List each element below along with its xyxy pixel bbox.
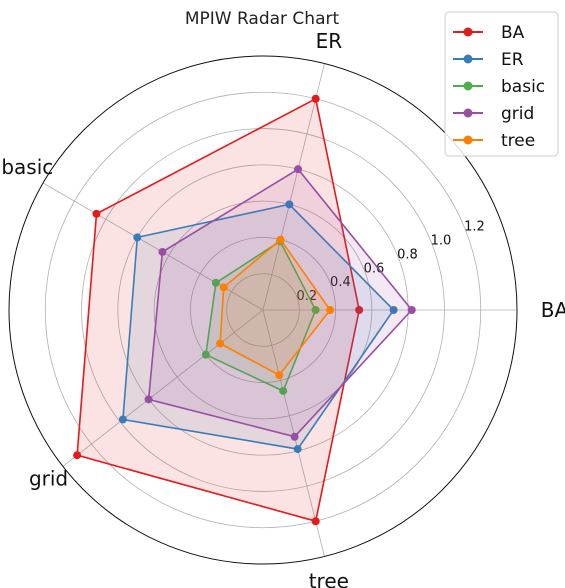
legend-box: [444, 11, 559, 157]
data-point: [311, 94, 320, 103]
data-point: [290, 432, 299, 441]
legend-item-ER: ER: [453, 50, 524, 70]
axis-label-ER: ER: [316, 29, 343, 53]
data-point: [293, 445, 302, 454]
data-point: [355, 306, 364, 314]
legend-swatch-marker: [463, 54, 473, 64]
data-point: [73, 451, 82, 460]
legend-item-grid: grid: [453, 104, 534, 124]
axis-label-tree: tree: [309, 569, 349, 588]
legend-label: ER: [501, 50, 524, 70]
data-point: [133, 233, 142, 242]
legend-label: tree: [501, 131, 535, 151]
data-point: [92, 209, 101, 218]
series-ER: [118, 200, 398, 454]
legend-item-basic: basic: [453, 77, 545, 97]
data-point: [326, 306, 335, 314]
series-line: [219, 238, 332, 377]
series-line: [122, 203, 395, 450]
series-line: [147, 168, 413, 438]
axis-labels: BA ER basic grid tree: [1, 29, 565, 588]
grid-spoke: [62, 309, 264, 467]
axis-label-BA: BA: [541, 298, 565, 322]
data-point: [216, 339, 225, 348]
outer-frame: [8, 55, 518, 565]
series-grid: [144, 165, 416, 441]
grid-spoke: [262, 63, 325, 311]
r-tick-label: 0.8: [397, 247, 418, 262]
series-line: [76, 97, 361, 523]
axis-label-basic: basic: [1, 155, 53, 179]
series-fill: [122, 204, 394, 450]
series-layer: [73, 94, 416, 526]
legend-item-tree: tree: [453, 131, 535, 151]
r-tick-label: 0.6: [364, 261, 385, 276]
legend-label: grid: [501, 104, 534, 124]
data-point: [158, 247, 167, 256]
data-point: [279, 386, 288, 395]
legend-swatch-marker: [463, 81, 473, 91]
r-tick-label: 1.2: [464, 220, 485, 235]
r-tick-label: 1.0: [431, 234, 452, 249]
legend: BA ER basic grid tree: [444, 11, 559, 157]
series-fill: [220, 239, 331, 376]
data-point: [211, 278, 220, 287]
r-tick-label: 0.4: [330, 275, 351, 290]
data-point: [311, 306, 320, 314]
data-point: [276, 235, 285, 244]
data-point: [219, 283, 228, 292]
data-point: [285, 200, 294, 209]
legend-swatch-marker: [463, 27, 473, 37]
series-tree: [216, 235, 335, 380]
series-line: [204, 240, 317, 393]
legend-swatch-marker: [463, 108, 473, 118]
legend-swatch-marker: [463, 135, 473, 145]
data-point: [311, 517, 320, 526]
r-tick-label: 0.2: [297, 289, 318, 304]
data-point: [407, 306, 416, 314]
axis-label-grid: grid: [29, 467, 68, 491]
series-fill: [148, 169, 412, 437]
legend-label: BA: [501, 23, 525, 43]
data-point: [118, 415, 127, 424]
chart-title: MPIW Radar Chart: [185, 9, 340, 29]
data-point: [275, 371, 284, 380]
legend-label: basic: [501, 77, 545, 97]
data-point: [389, 306, 398, 314]
data-point: [294, 165, 303, 174]
legend-item-BA: BA: [453, 23, 525, 43]
data-point: [201, 350, 210, 359]
data-point: [144, 395, 153, 404]
